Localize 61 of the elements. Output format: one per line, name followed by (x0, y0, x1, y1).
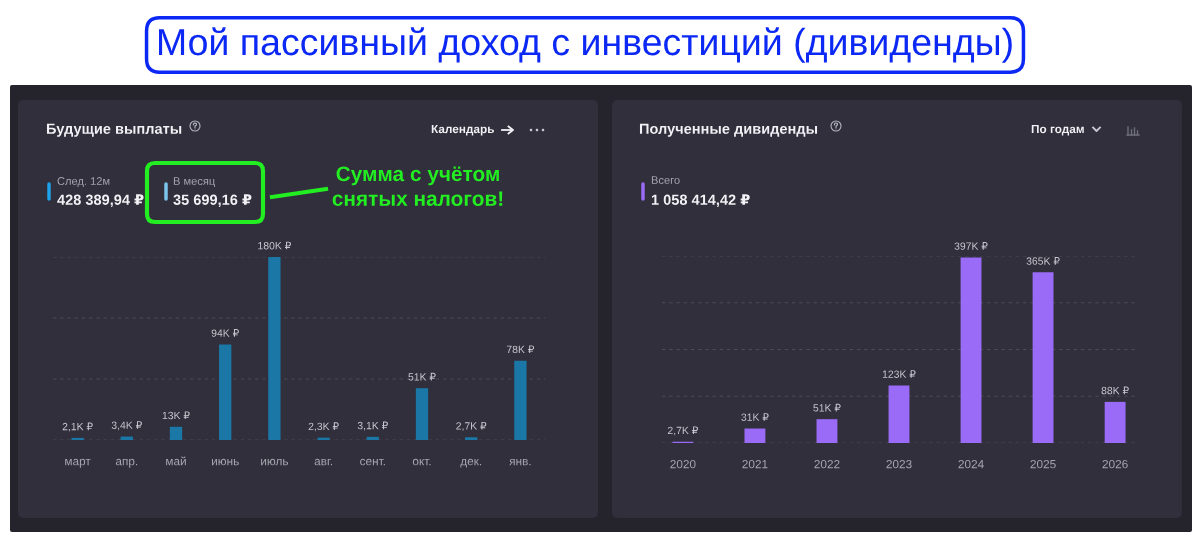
bar (1104, 401, 1126, 443)
data-label: 2,7K ₽ (667, 426, 699, 436)
bar (415, 388, 429, 440)
data-label: 51K ₽ (813, 403, 841, 412)
bar (71, 437, 84, 440)
data-label: 13K ₽ (162, 411, 190, 420)
bar (816, 419, 838, 443)
x-tick-label: 2024 (958, 459, 984, 469)
x-tick-label: янв. (509, 458, 531, 466)
data-label: 2,1K ₽ (62, 422, 93, 432)
data-label: 397K ₽ (954, 242, 988, 250)
data-label: 2,7K ₽ (456, 421, 487, 431)
bar (1032, 272, 1054, 443)
text: Сумма с учётом снятых налогов! (332, 166, 503, 206)
data-label: 3,1K ₽ (357, 421, 388, 431)
text: Календарь (431, 124, 494, 136)
bar (744, 428, 766, 443)
x-tick-label: 2023 (886, 459, 912, 469)
data-label: 3,4K ₽ (111, 421, 142, 431)
data-label: 51K ₽ (408, 372, 436, 381)
text: 428 389,94 ₽ (57, 194, 144, 208)
bar (465, 437, 478, 440)
x-tick-label: 2022 (814, 459, 840, 469)
data-label: 78K ₽ (506, 345, 535, 354)
x-tick-label: июль (261, 458, 289, 466)
text: 1 058 414,42 ₽ (651, 194, 750, 208)
data-label: 365K ₽ (1026, 257, 1060, 265)
bar (514, 360, 527, 440)
chart-title: Будущие выплаты (46, 123, 182, 137)
x-tick-label: май (166, 456, 186, 466)
x-tick-label: 2021 (742, 459, 768, 469)
x-tick-label: дек. (460, 458, 482, 468)
bar (317, 437, 330, 440)
x-tick-label: июнь (211, 458, 239, 466)
bar (219, 344, 232, 440)
bar (268, 257, 281, 440)
bar (366, 436, 379, 440)
x-tick-label: 2020 (670, 459, 696, 469)
x-tick-label: апр. (115, 458, 138, 468)
text: След. 12м (57, 177, 110, 188)
chart-title: Полученные дивиденды (639, 123, 818, 137)
bar (888, 385, 910, 443)
text: 35 699,16 ₽ (173, 194, 252, 208)
x-tick-label: окт. (412, 458, 431, 466)
data-label: 88K ₽ (1101, 386, 1129, 395)
data-label: 2,3K ₽ (308, 422, 339, 432)
x-tick-label: авг. (314, 458, 333, 466)
data-label: 123K ₽ (882, 370, 916, 378)
text: Всего (651, 176, 680, 184)
data-label: 180K ₽ (258, 241, 291, 250)
data-label: 94K ₽ (211, 329, 239, 337)
x-tick-label: 2025 (1030, 459, 1056, 469)
x-tick-label: март (65, 458, 91, 468)
text: В месяц (173, 177, 215, 188)
x-tick-label: сент. (360, 458, 385, 466)
x-tick-label: 2026 (1102, 459, 1128, 469)
bar (169, 426, 183, 440)
data-label: 31K ₽ (741, 413, 769, 421)
bar (960, 257, 982, 443)
text: Мой пассивный доход с инвестиций (дивиденды) (159, 27, 1012, 63)
text: По годам (1031, 124, 1084, 136)
